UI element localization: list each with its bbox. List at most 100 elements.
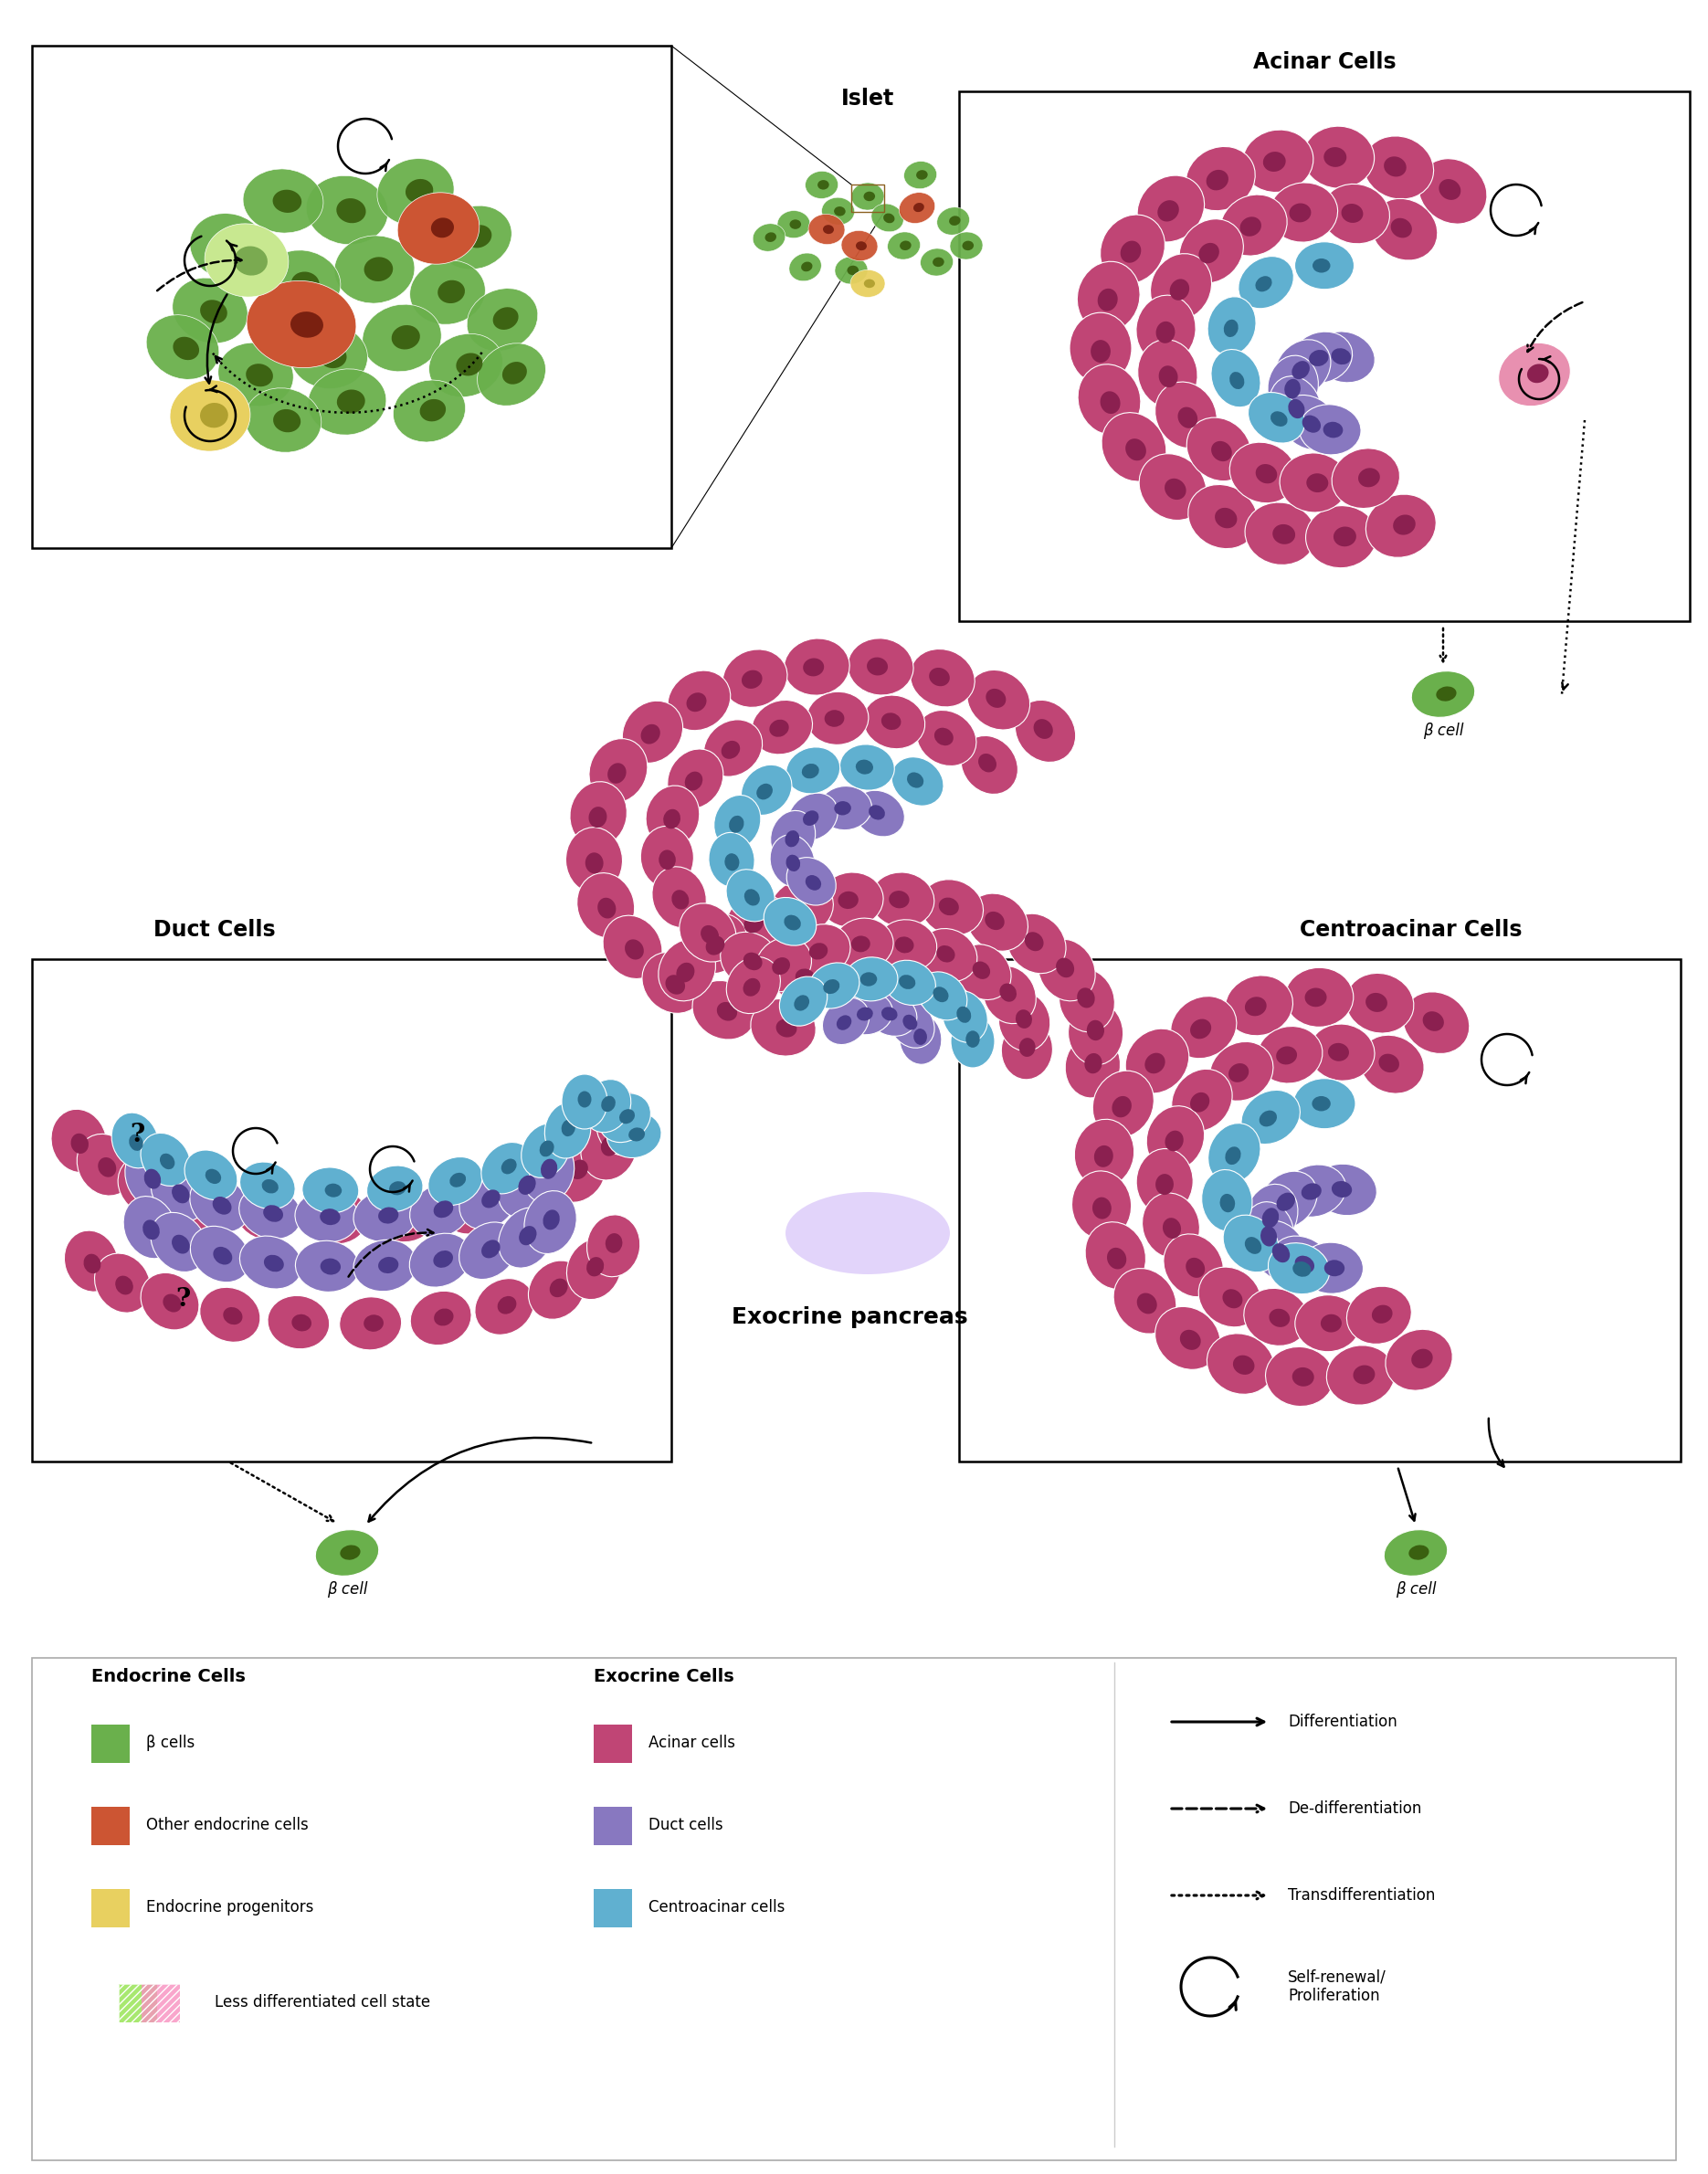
Ellipse shape	[753, 224, 786, 252]
Ellipse shape	[646, 785, 700, 848]
Ellipse shape	[190, 1176, 249, 1233]
Text: ?: ?	[176, 1287, 190, 1311]
Ellipse shape	[1208, 1333, 1274, 1394]
Ellipse shape	[755, 937, 811, 991]
Ellipse shape	[871, 872, 934, 928]
Ellipse shape	[367, 1165, 424, 1211]
Ellipse shape	[125, 1146, 178, 1209]
Ellipse shape	[1138, 176, 1204, 241]
Ellipse shape	[803, 811, 818, 826]
Ellipse shape	[97, 1157, 116, 1176]
Ellipse shape	[1358, 467, 1380, 487]
Ellipse shape	[721, 741, 740, 759]
Ellipse shape	[540, 1141, 553, 1157]
Ellipse shape	[620, 1109, 635, 1124]
Ellipse shape	[1085, 1222, 1146, 1289]
Ellipse shape	[787, 857, 835, 904]
Ellipse shape	[321, 1259, 340, 1274]
Ellipse shape	[214, 1246, 232, 1265]
Ellipse shape	[1073, 1172, 1131, 1239]
Ellipse shape	[1267, 1244, 1329, 1294]
Ellipse shape	[1320, 1315, 1342, 1333]
Ellipse shape	[956, 944, 1011, 1000]
Ellipse shape	[1107, 1248, 1126, 1270]
FancyBboxPatch shape	[120, 1985, 157, 2022]
Ellipse shape	[936, 946, 955, 963]
Ellipse shape	[658, 939, 716, 1000]
Ellipse shape	[622, 700, 683, 763]
Ellipse shape	[1139, 454, 1206, 520]
Ellipse shape	[1245, 1237, 1262, 1254]
Ellipse shape	[1308, 350, 1329, 365]
Text: Islet: Islet	[840, 87, 895, 109]
Ellipse shape	[374, 1187, 437, 1241]
Ellipse shape	[1238, 257, 1293, 309]
Ellipse shape	[1419, 159, 1488, 224]
Ellipse shape	[1225, 1146, 1242, 1165]
Ellipse shape	[1262, 1209, 1279, 1228]
Ellipse shape	[1025, 933, 1044, 950]
Ellipse shape	[786, 1191, 950, 1274]
Ellipse shape	[77, 1135, 135, 1196]
Ellipse shape	[190, 1226, 249, 1283]
Ellipse shape	[1112, 1096, 1132, 1117]
Ellipse shape	[140, 1272, 200, 1330]
Ellipse shape	[140, 1178, 159, 1198]
Ellipse shape	[1305, 987, 1327, 1007]
Ellipse shape	[659, 850, 676, 870]
Ellipse shape	[663, 809, 680, 828]
Ellipse shape	[1261, 1226, 1278, 1246]
Ellipse shape	[726, 894, 787, 952]
Ellipse shape	[1436, 687, 1457, 702]
Ellipse shape	[745, 889, 760, 907]
Ellipse shape	[864, 278, 874, 287]
Ellipse shape	[775, 1020, 798, 1037]
Ellipse shape	[1378, 1054, 1399, 1072]
Ellipse shape	[161, 1154, 174, 1170]
Ellipse shape	[806, 876, 822, 891]
Ellipse shape	[786, 854, 801, 872]
Ellipse shape	[951, 1015, 994, 1067]
Ellipse shape	[825, 711, 844, 726]
Ellipse shape	[1208, 296, 1255, 354]
Ellipse shape	[1307, 474, 1329, 491]
Ellipse shape	[888, 1000, 934, 1048]
Ellipse shape	[1206, 170, 1228, 191]
Ellipse shape	[929, 667, 950, 687]
Ellipse shape	[1324, 1261, 1344, 1276]
Ellipse shape	[1059, 970, 1115, 1033]
Ellipse shape	[429, 333, 502, 398]
Ellipse shape	[1156, 1174, 1173, 1196]
Ellipse shape	[1242, 130, 1313, 191]
Ellipse shape	[605, 1233, 622, 1252]
Ellipse shape	[741, 765, 793, 815]
Ellipse shape	[808, 213, 844, 246]
Text: β cell: β cell	[1423, 722, 1464, 739]
Ellipse shape	[1245, 1185, 1298, 1246]
FancyBboxPatch shape	[594, 1807, 632, 1846]
Ellipse shape	[1243, 1202, 1295, 1265]
Ellipse shape	[1069, 313, 1132, 385]
Ellipse shape	[933, 257, 945, 267]
Ellipse shape	[856, 759, 873, 774]
Ellipse shape	[459, 1222, 518, 1278]
Ellipse shape	[1322, 185, 1390, 243]
Ellipse shape	[752, 700, 813, 754]
Ellipse shape	[717, 1002, 738, 1022]
Ellipse shape	[1269, 183, 1337, 241]
Ellipse shape	[934, 728, 953, 746]
FancyBboxPatch shape	[594, 1889, 632, 1928]
Ellipse shape	[1272, 1244, 1290, 1263]
Ellipse shape	[808, 963, 859, 1009]
Ellipse shape	[1074, 1120, 1134, 1187]
Text: Exocrine pancreas: Exocrine pancreas	[731, 1307, 967, 1328]
Ellipse shape	[1136, 1148, 1192, 1215]
Ellipse shape	[1143, 1194, 1199, 1259]
Ellipse shape	[787, 794, 837, 841]
Ellipse shape	[1305, 507, 1377, 567]
Ellipse shape	[306, 176, 388, 243]
Ellipse shape	[1331, 348, 1351, 365]
Ellipse shape	[871, 204, 904, 230]
Ellipse shape	[364, 1315, 384, 1333]
Ellipse shape	[244, 387, 321, 452]
